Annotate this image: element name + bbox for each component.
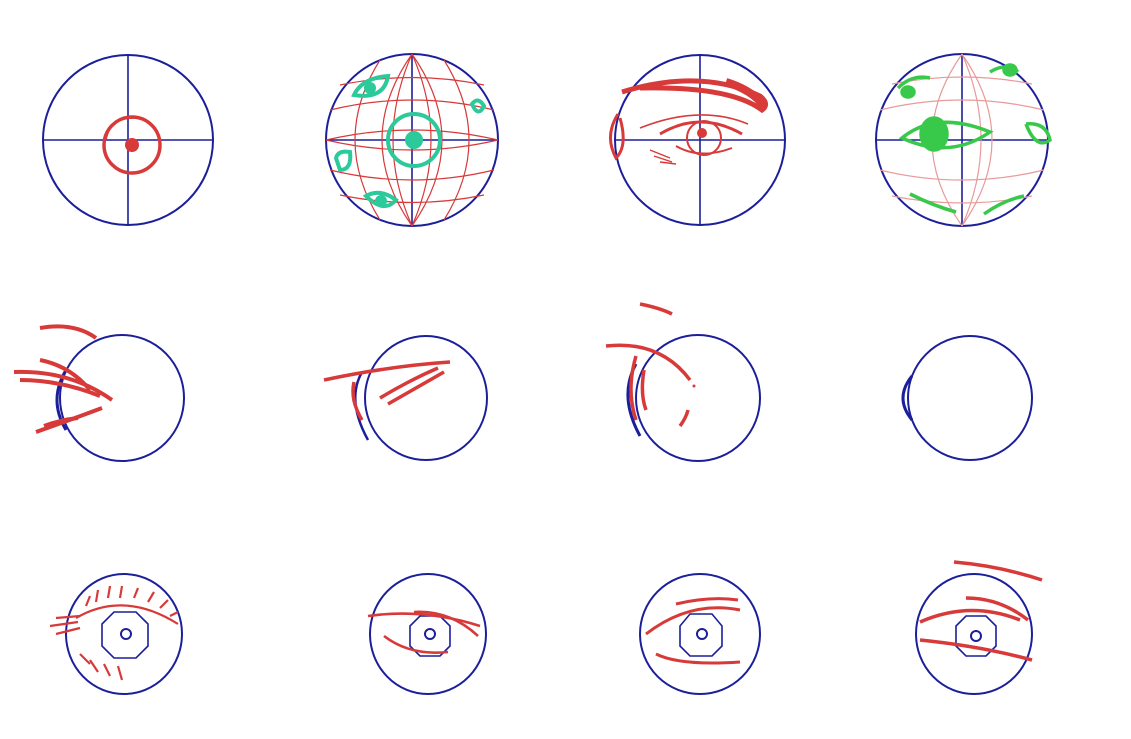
bottom-eye [909, 192, 957, 214]
cornea-bulge [901, 375, 914, 421]
lash-strokes [13, 324, 114, 434]
eyeball-outline [59, 334, 185, 462]
eyeball-outline [65, 573, 183, 695]
bare-sphere-panel [901, 335, 1033, 461]
profile-curve [626, 363, 642, 437]
lid-strokes [645, 597, 741, 665]
iris-octagon [101, 611, 149, 659]
angled-lid-panel [639, 573, 761, 695]
side-profile-eye [609, 113, 625, 161]
lower-lid [675, 145, 733, 155]
wrapped-grid-eyes-panel [325, 53, 499, 227]
lid-strokes-panel [323, 335, 488, 461]
center-eye [386, 112, 442, 168]
teal-eye-shapes [333, 73, 487, 208]
iris-ring-sketch [105, 117, 161, 145]
brow-tip [724, 78, 768, 109]
iris-octagon [955, 615, 997, 657]
left-eye [333, 149, 353, 173]
side-grid-eye-panel [875, 53, 1052, 227]
iris-octagon [679, 613, 723, 657]
lower-lashes [649, 149, 677, 165]
brow-lid-strokes [605, 302, 692, 428]
main-eye-iris [919, 116, 949, 152]
eyeball-outline [907, 335, 1033, 461]
eyeball-outline [915, 573, 1033, 695]
pupil [696, 628, 708, 640]
open-eye-lashes-panel [49, 573, 183, 695]
lid-crease [639, 114, 749, 129]
iris-ring [102, 115, 162, 175]
eyeball-outline [635, 334, 761, 462]
eyeball-outline [364, 335, 488, 461]
pupil-dot [697, 128, 707, 138]
pupil [970, 630, 982, 642]
brow-lid-strokes [919, 560, 1043, 662]
crosshair-iris-panel [42, 54, 214, 226]
pupil-dot [125, 138, 139, 152]
lash-strokes [49, 585, 179, 681]
lashes-left-panel [13, 324, 185, 462]
right-eye [1024, 122, 1052, 145]
right-eye [469, 98, 487, 114]
eyeball-outline [369, 573, 487, 695]
green-eye-shapes [896, 63, 1052, 216]
iris [686, 120, 722, 156]
upper-left-eye [351, 73, 391, 98]
iris-octagon [409, 615, 451, 657]
iris-hint [692, 384, 696, 388]
narrow-lid-panel [367, 573, 487, 695]
brow-lid-profile-panel [605, 302, 761, 462]
latitude-grid [325, 76, 499, 204]
lid-strokes [367, 610, 481, 654]
bottom-right-eye [982, 194, 1025, 216]
eyeball-outline [639, 573, 761, 695]
pupil [424, 628, 436, 640]
lid-strokes [323, 360, 451, 421]
top-eye [896, 75, 931, 90]
eye-with-brow-panel [609, 54, 786, 226]
brow-squint-panel [915, 560, 1043, 695]
center-eye-pupil [405, 131, 423, 149]
pupil [120, 628, 132, 640]
